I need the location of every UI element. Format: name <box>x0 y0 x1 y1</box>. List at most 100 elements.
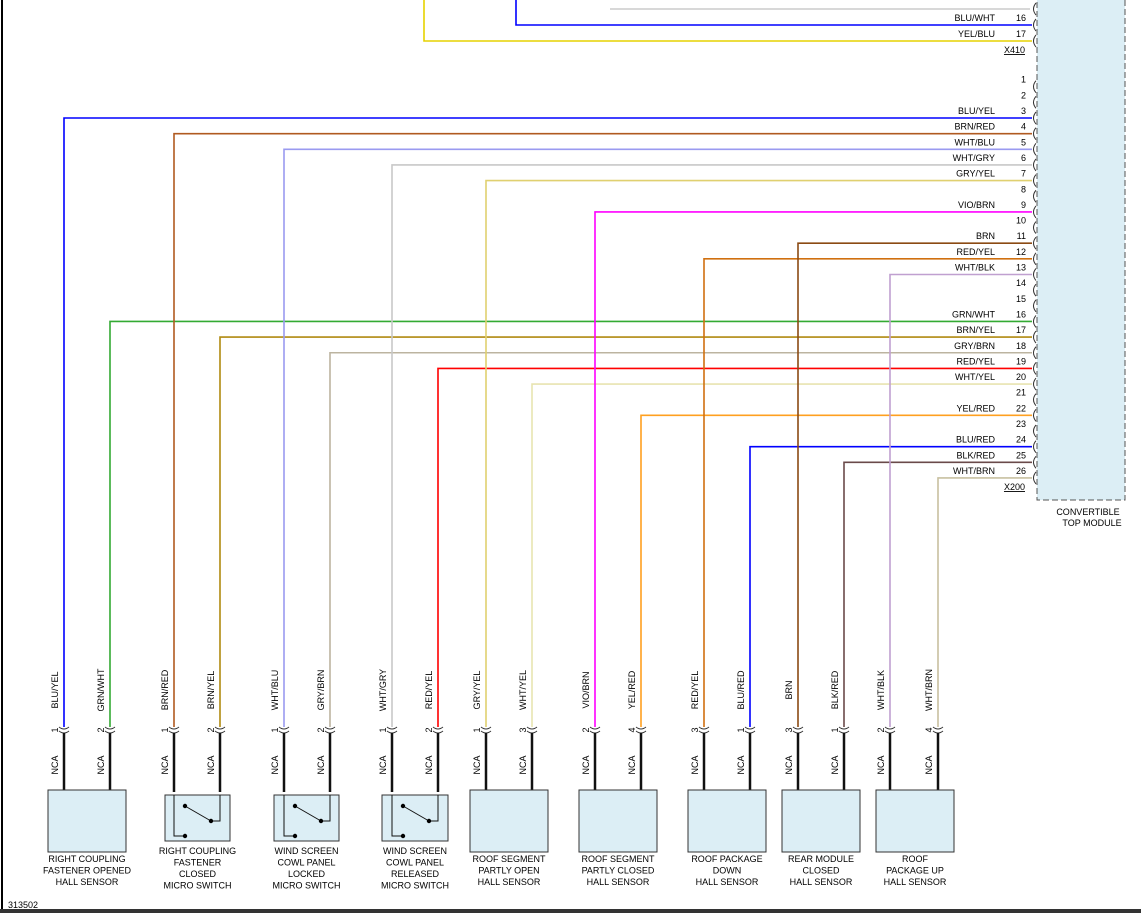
nca-label: NCA <box>690 755 700 774</box>
wire-color-label: VIO/BRN <box>581 671 591 708</box>
wire-blu-red <box>749 445 1032 727</box>
wire-brn <box>797 242 1032 727</box>
component-label: FASTENER <box>174 858 222 868</box>
connector-icon <box>386 726 398 734</box>
component-label: ROOF PACKAGE <box>691 854 762 864</box>
figure-number: 313502 <box>8 900 38 910</box>
pin-socket-icon <box>1033 2 1037 16</box>
nca-label: NCA <box>784 755 794 774</box>
component-label: RIGHT COUPLING <box>159 846 236 856</box>
connector-icon <box>792 726 804 734</box>
pin-socket-icon <box>1033 409 1037 422</box>
pin-number: 7 <box>1021 169 1026 179</box>
pin-socket-icon <box>1033 283 1037 297</box>
convertible-top-module <box>1036 0 1126 501</box>
wire-color-label: GRY/BRN <box>316 670 326 711</box>
connector-icon <box>278 726 290 734</box>
wire-gry-yel <box>485 179 1032 727</box>
wire-brn-red <box>173 132 1032 727</box>
pin-number: 18 <box>1016 341 1026 351</box>
connector-icon <box>932 726 944 734</box>
wire-wht-blk <box>889 273 1032 727</box>
component-label: HALL SENSOR <box>587 877 650 887</box>
wire-color-label: WHT/BRN <box>924 669 934 711</box>
wire-red-yel <box>703 258 1032 727</box>
module-label-2: TOP MODULE <box>1062 518 1121 528</box>
component-pin-number: 4 <box>924 727 934 732</box>
wire-color-label: BLU/YEL <box>958 106 995 116</box>
component-label: CLOSED <box>802 866 840 876</box>
pin-socket-icon <box>1033 471 1037 485</box>
connector-icon <box>744 726 756 734</box>
connector-icon <box>838 726 850 734</box>
pin-number: 16 <box>1016 13 1026 23</box>
switch-lead <box>283 795 295 837</box>
wire-color-label: GRY/YEL <box>956 169 995 179</box>
component-pin-number: 1 <box>472 727 482 732</box>
component-pin-number: 3 <box>518 727 528 732</box>
connector-icon <box>324 726 336 734</box>
nca-label: NCA <box>96 755 106 774</box>
wire-color-label: BRN <box>976 231 995 241</box>
wire-color-label: BLU/RED <box>956 435 996 445</box>
wire-color-label: BRN/RED <box>954 122 995 132</box>
pin-socket-icon <box>1033 205 1037 219</box>
wire-color-label: BLU/YEL <box>50 671 60 708</box>
pin-number: 26 <box>1016 466 1026 476</box>
switch-terminal-icon <box>400 833 406 839</box>
wire-color-label: BRN/RED <box>160 669 170 710</box>
component-pin-number: 2 <box>424 727 434 732</box>
component-pin-number: 1 <box>50 727 60 732</box>
nca-label: NCA <box>581 755 591 774</box>
component-label: DOWN <box>713 866 742 876</box>
wire-color-label: VIO/BRN <box>958 200 995 210</box>
component-label: PARTLY CLOSED <box>582 866 655 876</box>
switch-terminal-icon <box>292 833 298 839</box>
component-label: ROOF <box>902 854 929 864</box>
pin-socket-icon <box>1033 18 1037 32</box>
connector-icon <box>432 726 444 734</box>
wire-blu-wht <box>515 0 1032 26</box>
nca-label: NCA <box>424 755 434 774</box>
nca-label: NCA <box>472 755 482 774</box>
micro-switch-box <box>164 794 231 842</box>
pin-number: 4 <box>1021 122 1026 132</box>
wire-yel-red <box>640 414 1032 727</box>
component-pin-number: 2 <box>581 727 591 732</box>
nca-label: NCA <box>160 755 170 774</box>
wire-color-label: WHT/BLK <box>876 670 886 710</box>
component-label: HALL SENSOR <box>884 877 947 887</box>
wire-color-label: RED/YEL <box>424 671 434 710</box>
pin-socket-icon <box>1033 330 1037 344</box>
component-pin-number: 2 <box>876 727 886 732</box>
wire-color-label: RED/YEL <box>956 247 995 257</box>
pin-socket-icon <box>1033 189 1037 203</box>
switch-contact-icon <box>294 805 322 822</box>
pin-socket-icon <box>1033 424 1037 438</box>
switch-lead <box>429 795 439 822</box>
wire-color-label: YEL/RED <box>956 403 995 413</box>
pin-number: 10 <box>1016 216 1026 226</box>
connector-x200-label: X200 <box>1004 482 1025 492</box>
nca-label: NCA <box>270 755 280 774</box>
switch-terminal-icon <box>318 818 324 824</box>
switch-contact-icon <box>184 805 212 822</box>
wire-color-label: GRN/WHT <box>96 668 106 711</box>
wire-color-label: WHT/YEL <box>518 670 528 710</box>
wire-vio-brn <box>594 211 1032 727</box>
pin-socket-icon <box>1033 158 1037 172</box>
connector-icon <box>58 726 70 734</box>
pin-socket-icon <box>1033 440 1037 453</box>
switch-terminal-icon <box>426 818 432 824</box>
pin-number: 17 <box>1016 325 1026 335</box>
component-label: FASTENER OPENED <box>43 866 132 876</box>
wire-wht-brn <box>937 477 1032 727</box>
pin-socket-icon <box>1033 174 1037 187</box>
wire-wht-yel <box>531 383 1032 727</box>
component-label: REAR MODULE <box>788 854 854 864</box>
pin-number: 25 <box>1016 450 1026 460</box>
component-pin-number: 2 <box>316 727 326 732</box>
hall-sensor-box <box>47 789 127 853</box>
pin-number: 2 <box>1021 90 1026 100</box>
wire-color-label: WHT/BLU <box>270 670 280 711</box>
